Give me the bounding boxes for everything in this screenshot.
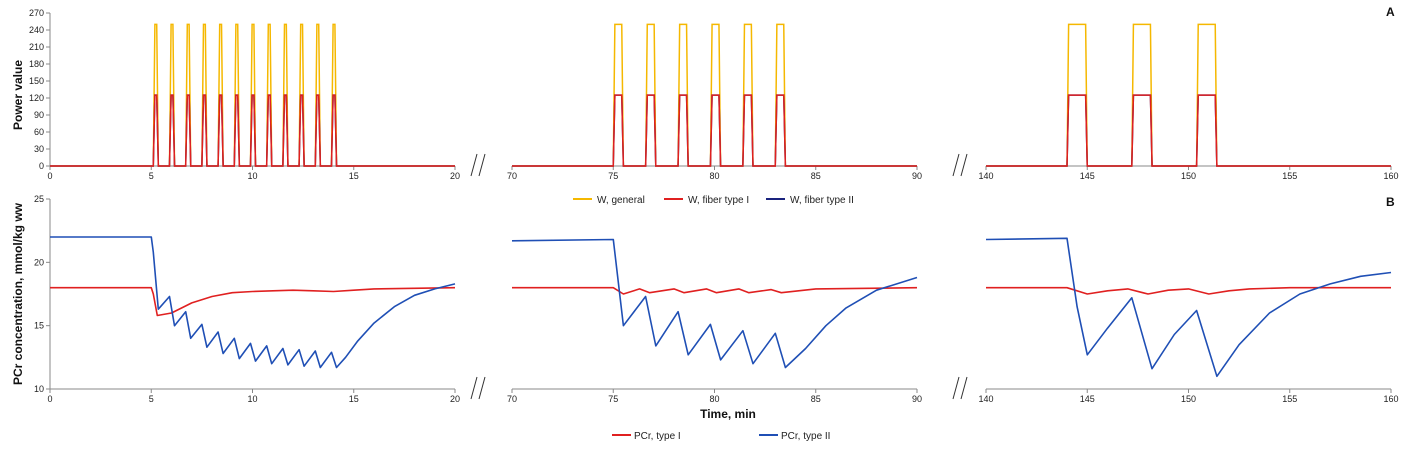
y-tick-label-A: 0 xyxy=(39,161,44,171)
series-w-type1-line xyxy=(986,94,1391,167)
series-pcr-type1-line xyxy=(512,286,918,295)
y-tick-label-A: 60 xyxy=(34,127,44,137)
legend-label-pcr-type2: PCr, type II xyxy=(781,431,830,442)
axis-break-mark xyxy=(470,153,478,177)
y-tick-label-A: 90 xyxy=(34,110,44,120)
x-tick-label-A: 85 xyxy=(811,171,821,181)
y-tick-label-A: 150 xyxy=(29,76,44,86)
series-w-type1-line xyxy=(512,94,917,167)
y-tick-label-A: 180 xyxy=(29,59,44,69)
y-tick-label-B: 15 xyxy=(34,321,44,331)
y-tick-label-A: 30 xyxy=(34,144,44,154)
series-w-type2-line xyxy=(986,94,1391,167)
x-tick-label-B: 15 xyxy=(349,394,359,404)
x-tick-label-B: 70 xyxy=(507,394,517,404)
x-tick-label-A: 150 xyxy=(1181,171,1196,181)
axis-break-mark xyxy=(960,153,968,177)
series-w-type1-line xyxy=(50,94,455,167)
series-w-type2-line xyxy=(512,94,917,167)
x-tick-label-B: 5 xyxy=(149,394,154,404)
x-tick-label-B: 145 xyxy=(1080,394,1095,404)
x-tick-label-A: 90 xyxy=(912,171,922,181)
series-pcr-type2-line xyxy=(985,237,1392,378)
x-tick-label-B: 90 xyxy=(912,394,922,404)
panel-b-label: B xyxy=(1386,195,1395,209)
x-tick-label-B: 10 xyxy=(247,394,257,404)
panel-a-y-axis-label: Power value xyxy=(11,60,25,130)
x-tick-label-B: 80 xyxy=(709,394,719,404)
x-tick-label-B: 85 xyxy=(811,394,821,404)
series-pcr-type2-line xyxy=(511,238,918,369)
y-tick-label-B: 20 xyxy=(34,257,44,267)
x-tick-label-B: 0 xyxy=(47,394,52,404)
x-tick-label-A: 0 xyxy=(47,171,52,181)
series-pcr-type1-line xyxy=(986,286,1391,295)
x-tick-label-B: 155 xyxy=(1282,394,1297,404)
x-tick-label-A: 145 xyxy=(1080,171,1095,181)
x-tick-label-B: 140 xyxy=(978,394,993,404)
axis-break-mark xyxy=(952,376,960,400)
x-tick-label-A: 10 xyxy=(247,171,257,181)
panel-b-x-axis-label: Time, min xyxy=(700,407,756,421)
y-tick-label-B: 10 xyxy=(34,384,44,394)
legend-b: PCr, type I PCr, type II xyxy=(612,431,830,442)
x-tick-label-B: 160 xyxy=(1383,394,1398,404)
axis-break-mark xyxy=(478,376,486,400)
x-tick-label-B: 150 xyxy=(1181,394,1196,404)
axis-break-mark xyxy=(952,153,960,177)
legend-a: W, general W, fiber type I W, fiber type… xyxy=(573,195,854,206)
x-tick-label-B: 20 xyxy=(450,394,460,404)
axis-break-mark xyxy=(470,376,478,400)
legend-label-w-type2: W, fiber type II xyxy=(790,195,854,206)
y-tick-label-A: 270 xyxy=(29,8,44,18)
x-tick-label-A: 155 xyxy=(1282,171,1297,181)
x-tick-label-A: 15 xyxy=(349,171,359,181)
panel-a-label: A xyxy=(1386,5,1395,19)
axis-break-mark xyxy=(960,376,968,400)
y-tick-label-A: 240 xyxy=(29,25,44,35)
series-pcr-type2-line xyxy=(50,236,456,369)
x-tick-label-B: 75 xyxy=(608,394,618,404)
series-pcr-type1-line xyxy=(50,286,456,317)
legend-label-w-general: W, general xyxy=(597,195,645,206)
x-tick-label-A: 80 xyxy=(709,171,719,181)
x-tick-label-A: 70 xyxy=(507,171,517,181)
x-tick-label-A: 5 xyxy=(149,171,154,181)
y-tick-label-B: 25 xyxy=(34,194,44,204)
y-tick-label-A: 210 xyxy=(29,42,44,52)
y-tick-label-A: 120 xyxy=(29,93,44,103)
x-tick-label-A: 140 xyxy=(978,171,993,181)
panel-b-y-axis-label: PCr concentration, mmol/kg ww xyxy=(11,202,25,385)
x-tick-label-A: 20 xyxy=(450,171,460,181)
series-w-general-line xyxy=(986,23,1391,167)
axis-break-mark xyxy=(478,153,486,177)
x-tick-label-A: 75 xyxy=(608,171,618,181)
legend-label-w-type1: W, fiber type I xyxy=(688,195,749,206)
x-tick-label-A: 160 xyxy=(1383,171,1398,181)
legend-label-pcr-type1: PCr, type I xyxy=(634,431,681,442)
